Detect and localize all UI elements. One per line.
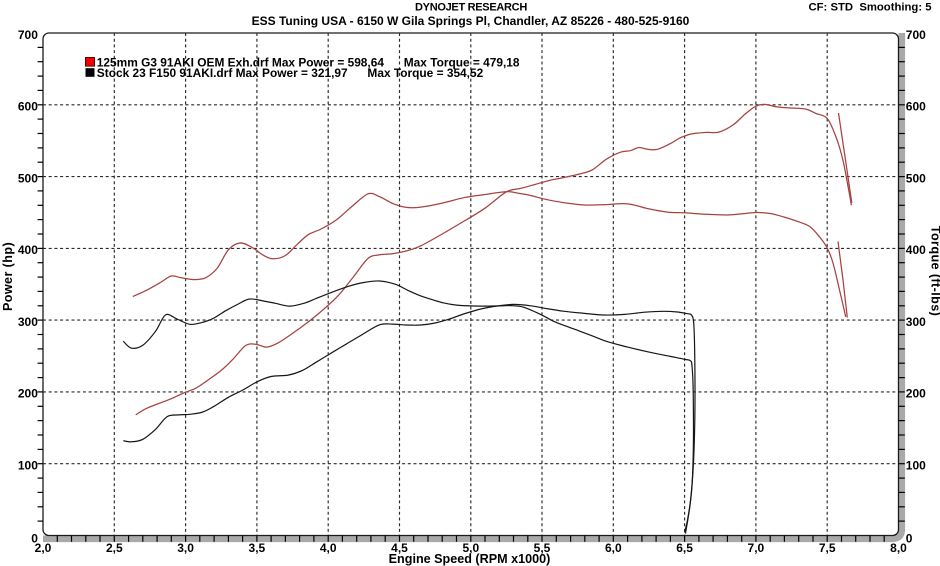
svg-text:7,0: 7,0 <box>748 541 765 555</box>
svg-text:500: 500 <box>906 171 926 185</box>
svg-text:Stock 23 F150 91AKI.drf Max Po: Stock 23 F150 91AKI.drf Max Power = 321,… <box>97 66 484 80</box>
svg-text:0: 0 <box>906 531 913 545</box>
svg-text:2,0: 2,0 <box>35 541 52 555</box>
svg-text:3,5: 3,5 <box>249 541 266 555</box>
svg-text:2,5: 2,5 <box>106 541 123 555</box>
svg-text:Engine Speed (RPM x1000): Engine Speed (RPM x1000) <box>389 552 551 566</box>
svg-text:300: 300 <box>906 315 926 329</box>
svg-text:DYNOJET RESEARCH: DYNOJET RESEARCH <box>415 2 527 14</box>
svg-text:5,0: 5,0 <box>462 541 479 555</box>
svg-text:300: 300 <box>18 315 38 329</box>
svg-text:4,0: 4,0 <box>320 541 337 555</box>
svg-text:6,5: 6,5 <box>676 541 693 555</box>
svg-text:600: 600 <box>906 100 926 114</box>
svg-text:700: 700 <box>906 28 926 42</box>
svg-text:125mm G3 91AKI OEM Exh.drf Max: 125mm G3 91AKI OEM Exh.drf Max Power = 5… <box>97 55 520 69</box>
svg-text:500: 500 <box>18 171 38 185</box>
svg-text:8,0: 8,0 <box>890 541 907 555</box>
svg-text:0: 0 <box>31 531 38 545</box>
svg-text:600: 600 <box>18 100 38 114</box>
svg-text:5,5: 5,5 <box>534 541 551 555</box>
svg-text:400: 400 <box>18 243 38 257</box>
svg-text:Power (hp): Power (hp) <box>1 242 15 311</box>
svg-text:200: 200 <box>906 387 926 401</box>
svg-text:3,0: 3,0 <box>177 541 194 555</box>
svg-text:7,5: 7,5 <box>819 541 836 555</box>
svg-text:100: 100 <box>18 459 38 473</box>
svg-text:4,5: 4,5 <box>391 541 408 555</box>
svg-text:Torque (ft-lbs): Torque (ft-lbs) <box>929 226 940 316</box>
svg-text:ESS Tuning USA - 6150 W Gila S: ESS Tuning USA - 6150 W Gila Springs Pl,… <box>252 14 690 28</box>
svg-text:100: 100 <box>906 459 926 473</box>
svg-text:400: 400 <box>906 243 926 257</box>
svg-text:200: 200 <box>18 387 38 401</box>
svg-text:700: 700 <box>18 28 38 42</box>
svg-text:6,0: 6,0 <box>605 541 622 555</box>
svg-text:CF: STD Smoothing: 5: CF: STD Smoothing: 5 <box>809 2 932 14</box>
